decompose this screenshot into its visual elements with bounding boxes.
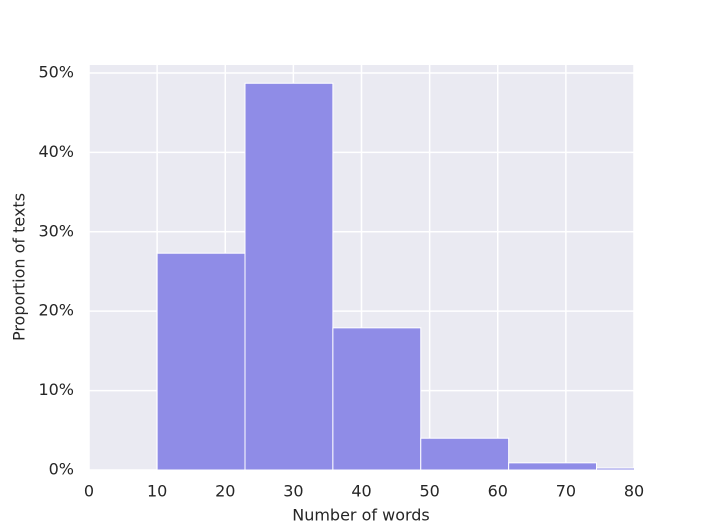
y-tick-label: 20% bbox=[38, 301, 74, 320]
y-tick-label: 30% bbox=[38, 221, 74, 240]
x-axis-label: Number of words bbox=[292, 506, 430, 525]
x-tick-label: 70 bbox=[556, 482, 576, 501]
bar bbox=[596, 467, 634, 470]
x-tick-label: 20 bbox=[215, 482, 235, 501]
bar bbox=[420, 437, 510, 470]
x-tick-label: 40 bbox=[351, 482, 371, 501]
y-tick-label: 40% bbox=[38, 142, 74, 161]
labels: 0 10 20 30 40 50 60 70 80 0% 10% 20% 30% 40% 50% bbox=[38, 62, 644, 500]
bars bbox=[156, 82, 634, 470]
bar bbox=[244, 82, 334, 470]
x-tick-label: 80 bbox=[624, 482, 644, 501]
bar bbox=[332, 327, 422, 470]
y-tick-label: 0% bbox=[49, 460, 74, 479]
y-tick-label: 50% bbox=[38, 62, 74, 81]
x-tick-label: 50 bbox=[419, 482, 439, 501]
bar bbox=[508, 462, 598, 470]
y-axis-label: Proportion of texts bbox=[10, 193, 29, 341]
x-tick-label: 60 bbox=[488, 482, 508, 501]
x-tick-label: 30 bbox=[283, 482, 303, 501]
y-tick-label: 10% bbox=[38, 380, 74, 399]
x-tick-label: 10 bbox=[147, 482, 167, 501]
bar bbox=[156, 252, 246, 470]
x-tick-label: 0 bbox=[84, 482, 94, 501]
